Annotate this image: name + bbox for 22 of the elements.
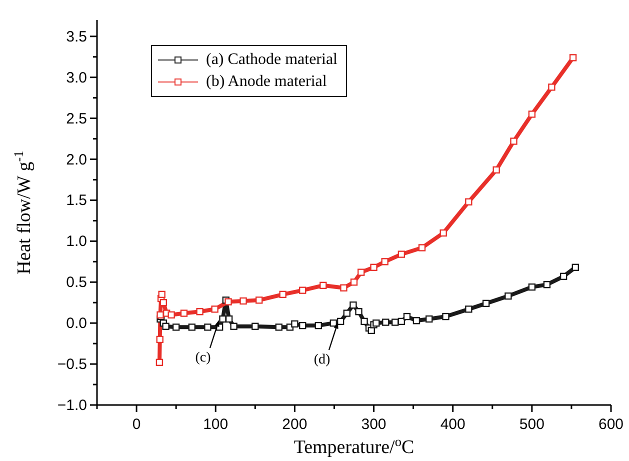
legend-label: (a) Cathode material [206,51,338,69]
x-tick-label: 400 [440,416,466,433]
x-tick-label: 0 [132,416,141,433]
x-axis-title: Temperature/$^{o}$C [294,434,414,458]
x-tick-label: 500 [519,416,544,433]
y-tick-label: 3.0 [66,69,87,86]
y-tick-label: 0.0 [66,315,87,332]
x-tick-label: 600 [598,416,624,433]
x-tick-label: 300 [361,416,386,433]
y-tick-label: 2.5 [66,110,87,128]
y-tick-label: 1.0 [66,233,87,250]
y-tick-label: −1.0 [57,397,87,414]
legend-label: (b) Anode material [206,73,327,91]
y-tick-label: −0.5 [57,356,87,374]
annotation: (d) [314,352,330,368]
x-tick-label: 200 [282,416,308,433]
annotation: (c) [195,350,212,366]
x-tick-label: 100 [203,416,228,433]
y-tick-label: 2.0 [66,151,87,168]
y-tick-label: 1.5 [66,192,87,210]
y-tick-label: 0.5 [66,274,87,292]
y-tick-label: 3.5 [66,28,87,46]
